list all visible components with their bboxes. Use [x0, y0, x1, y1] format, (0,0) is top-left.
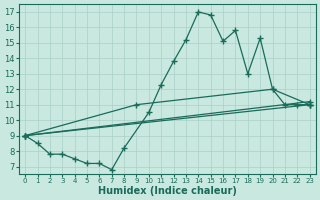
X-axis label: Humidex (Indice chaleur): Humidex (Indice chaleur) — [98, 186, 237, 196]
